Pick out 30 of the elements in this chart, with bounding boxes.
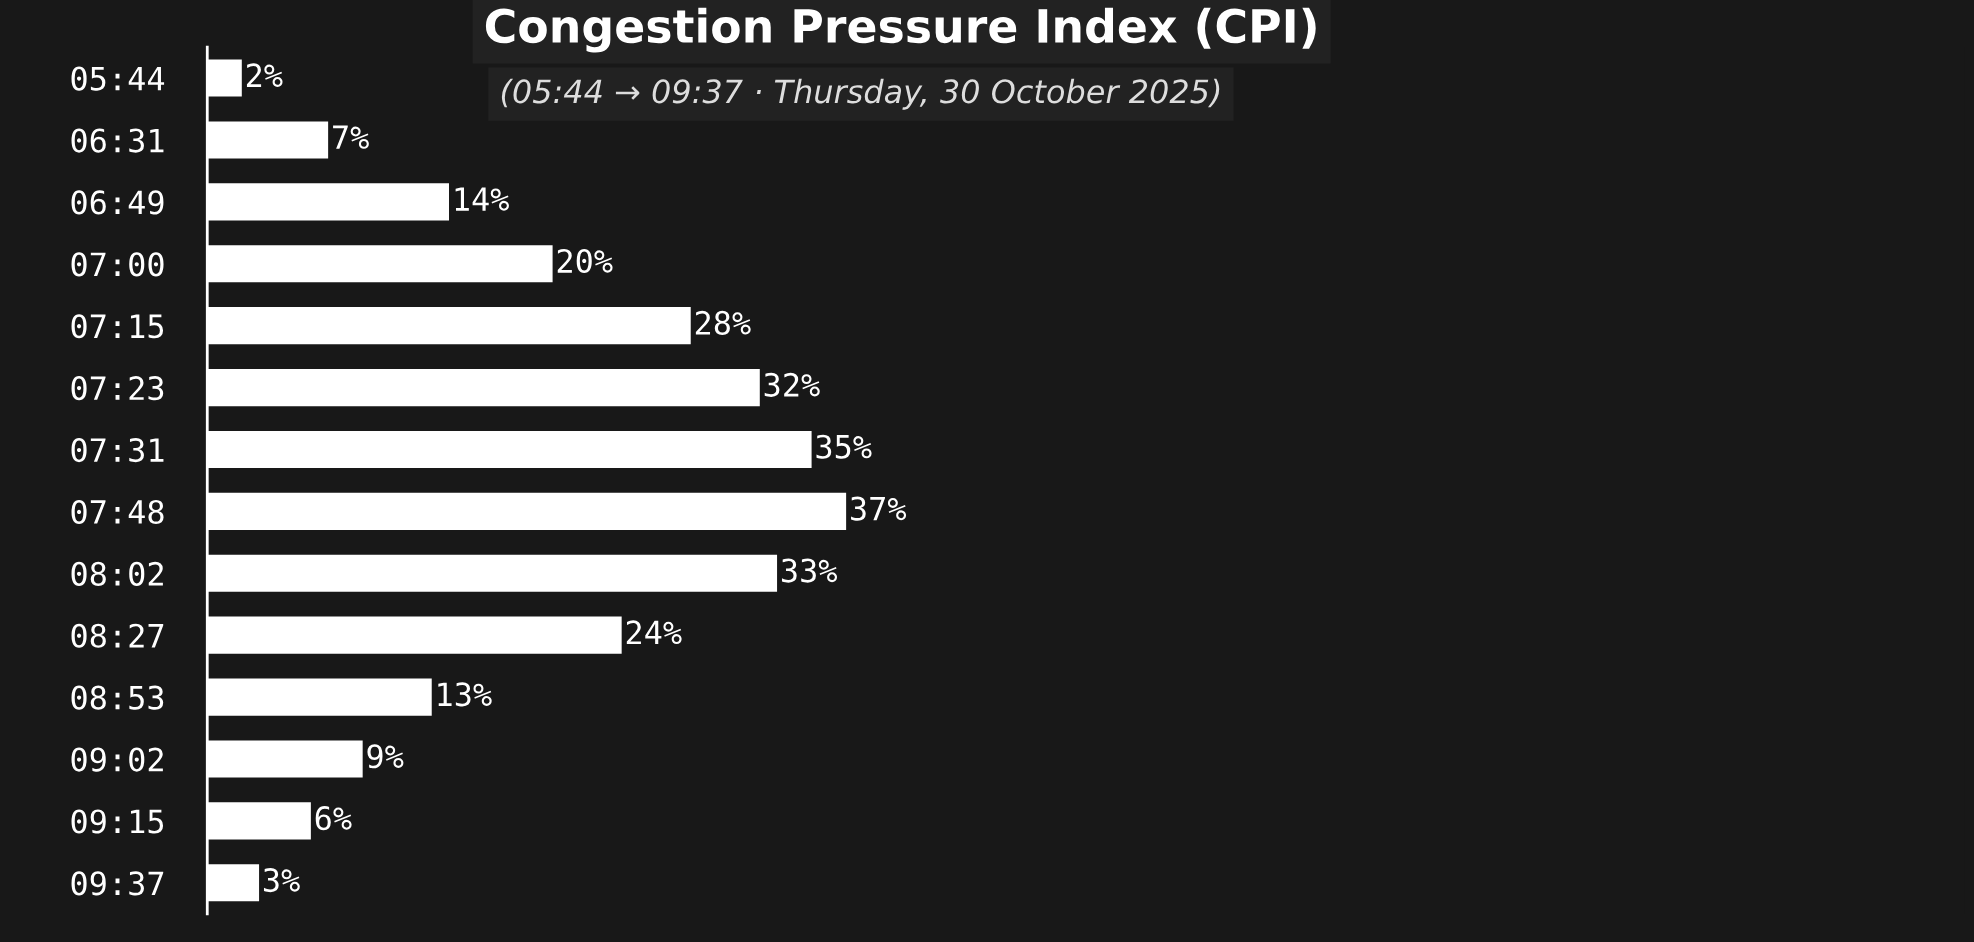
- y-tick-label: 08:53: [71, 685, 164, 710]
- data-label: 3%: [263, 867, 300, 893]
- data-label: 24%: [626, 620, 682, 645]
- data-label: 32%: [764, 372, 820, 397]
- y-tick-label: 08:02: [71, 561, 163, 586]
- y-tick-label: 09:02: [71, 747, 163, 772]
- y-tick-label: 07:31: [71, 437, 164, 463]
- y-tick-label: 07:23: [71, 376, 164, 401]
- data-label: 35%: [816, 434, 872, 459]
- chart-title: Congestion Pressure Index (CPI): [485, 7, 1316, 53]
- data-label: 6%: [315, 806, 352, 831]
- data-label: 13%: [438, 682, 492, 707]
- y-tick-label: 07:48: [71, 499, 164, 525]
- data-label: 14%: [455, 187, 509, 211]
- data-label: 28%: [695, 310, 751, 336]
- y-tick-label: 09:37: [71, 871, 164, 896]
- data-label: 9%: [367, 744, 404, 769]
- y-tick-label: 07:00: [71, 252, 164, 277]
- data-label: 20%: [557, 248, 613, 274]
- y-tick-label: 06:49: [71, 190, 164, 215]
- data-label: 7%: [333, 125, 369, 149]
- data-label: 37%: [851, 496, 907, 521]
- y-tick-label: 08:27: [71, 623, 164, 648]
- y-tick-label: 05:44: [71, 66, 165, 91]
- text: (05:44 → 09:37 · Thursday, 30 October 2025): [501, 78, 1220, 110]
- data-label: 2%: [246, 63, 283, 87]
- y-tick-label: 09:15: [71, 809, 164, 834]
- y-tick-label: 06:31: [71, 128, 164, 153]
- y-tick-label: 07:15: [71, 314, 164, 339]
- data-label: 33%: [781, 558, 838, 583]
